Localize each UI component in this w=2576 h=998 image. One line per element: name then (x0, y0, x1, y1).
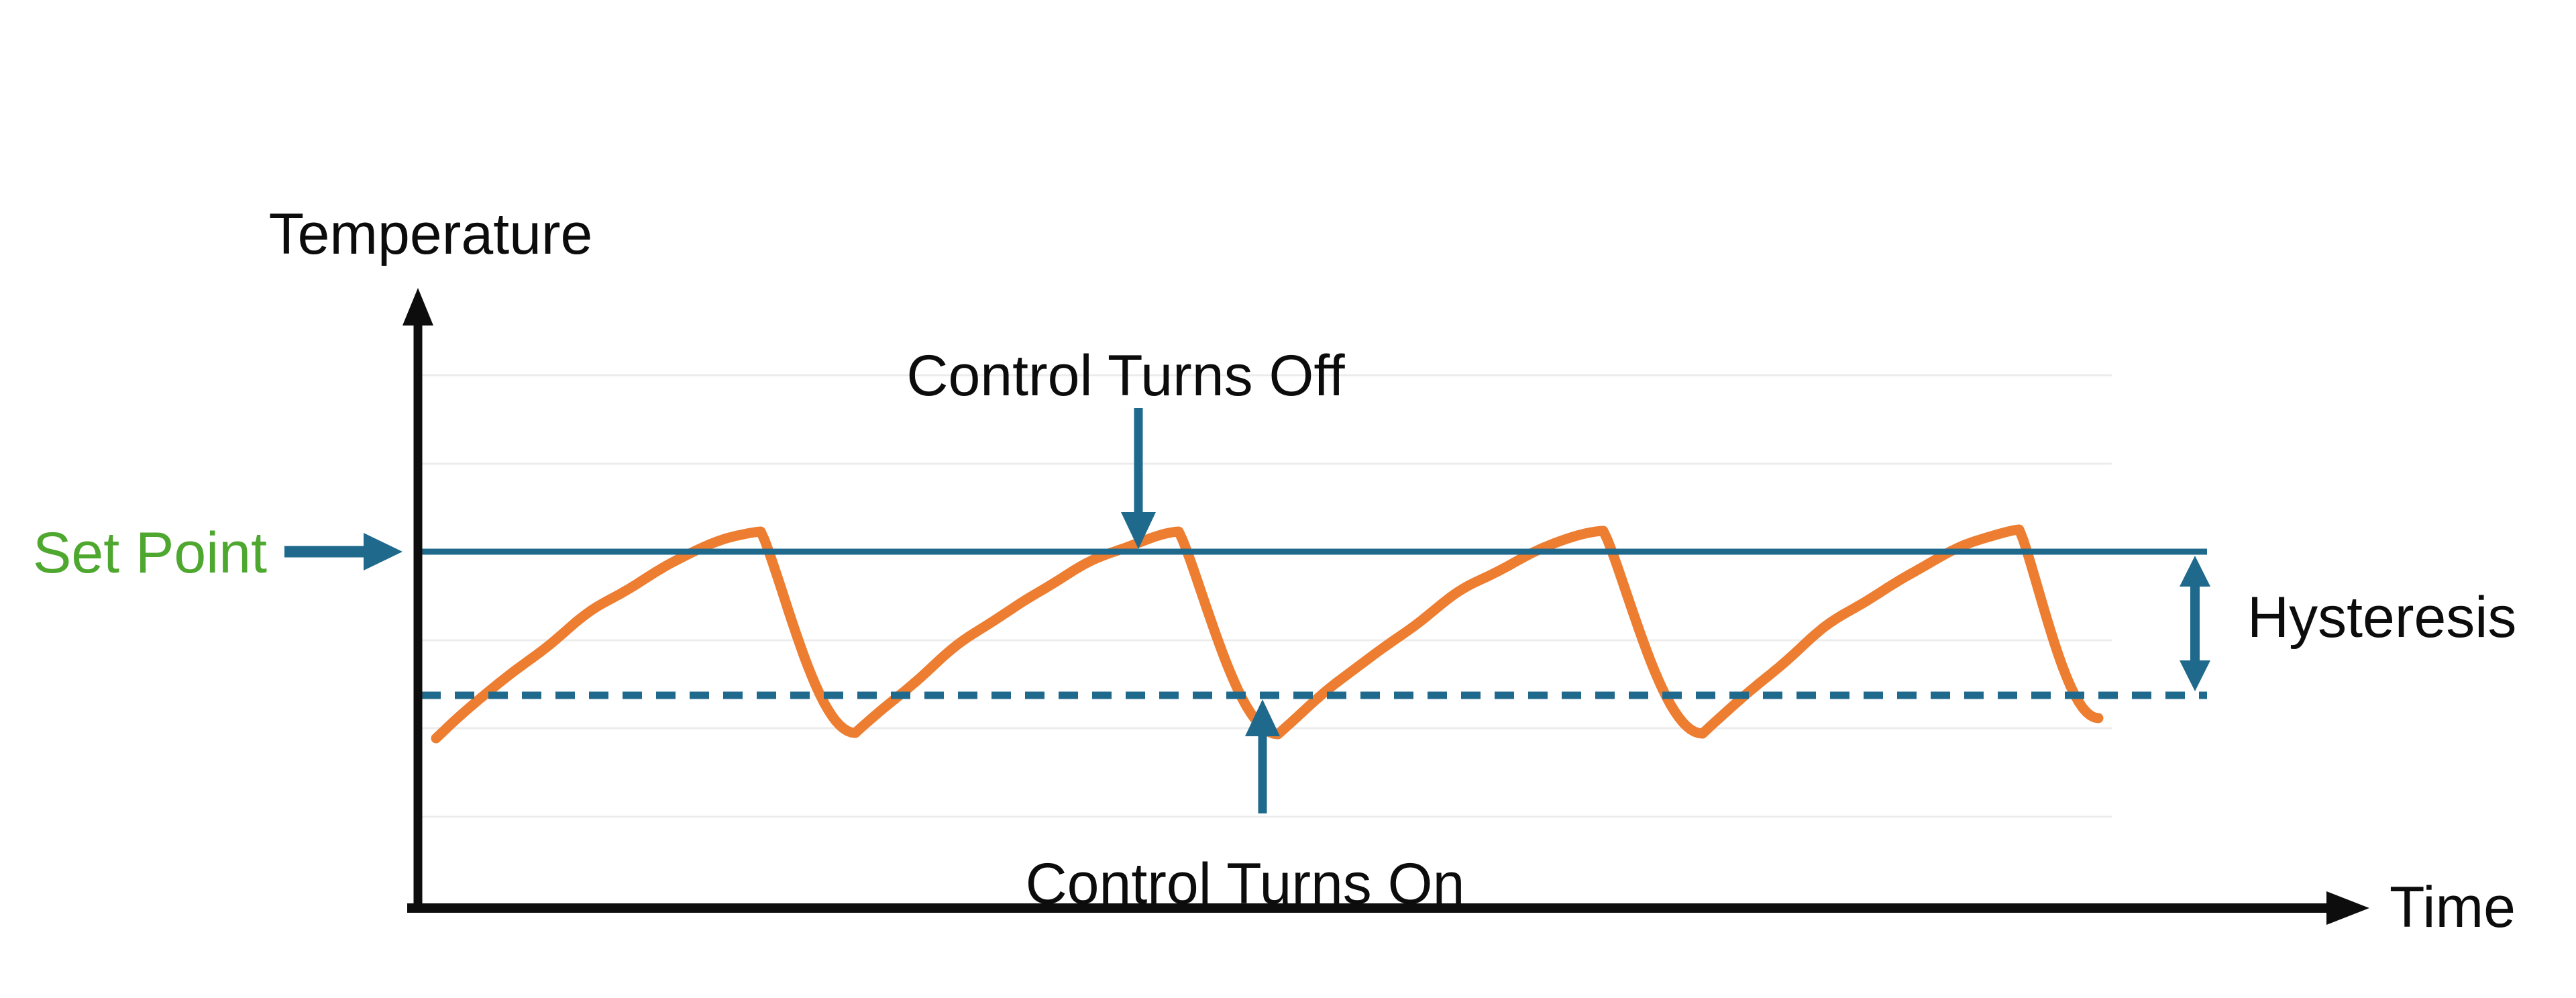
control-off-arrow-head (1121, 512, 1156, 549)
y-axis-label: Temperature (269, 202, 593, 266)
temperature-curve (431, 524, 2104, 744)
control-on-arrow-head (1245, 699, 1280, 736)
set-point-label: Set Point (33, 521, 267, 585)
set-point-arrow-head (364, 533, 402, 570)
hysteresis-label: Hysteresis (2247, 585, 2516, 650)
control-turns-off-label: Control Turns Off (906, 344, 1345, 408)
y-axis-arrowhead (402, 288, 433, 326)
control-turns-on-label: Control Turns On (1026, 852, 1465, 916)
hysteresis-arrow-head (2180, 660, 2210, 691)
x-axis-label: Time (2390, 875, 2516, 940)
chart-geometry (284, 288, 2369, 925)
x-axis-arrowhead (2326, 891, 2369, 925)
hysteresis-arrow-head2 (2180, 556, 2210, 587)
